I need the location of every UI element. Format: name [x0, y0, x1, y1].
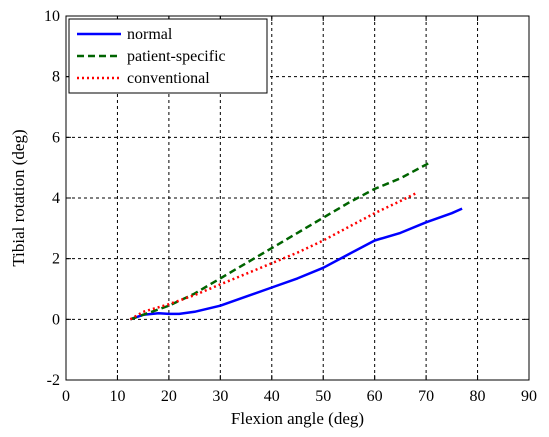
- y-tick-label: 0: [52, 311, 60, 328]
- series-line-conventional: [129, 192, 417, 321]
- legend: normal patient-specific conventional: [68, 18, 268, 94]
- grid-lines: [66, 16, 529, 380]
- x-tick-label: 10: [109, 388, 125, 405]
- x-tick-label: 0: [62, 388, 70, 405]
- x-tick-label: 30: [212, 388, 228, 405]
- legend-label-conventional: conventional: [127, 70, 210, 87]
- y-axis-label: Tibial rotation (deg): [9, 129, 28, 266]
- y-tick-label: -2: [47, 372, 60, 389]
- x-tick-label: 20: [161, 388, 177, 405]
- y-tick-label: 6: [52, 129, 60, 146]
- legend-label-normal: normal: [127, 26, 173, 43]
- x-tick-label: 90: [521, 388, 537, 405]
- plot-series: [129, 160, 463, 321]
- x-tick-label: 60: [367, 388, 383, 405]
- x-tick-label: 50: [315, 388, 331, 405]
- y-tick-label: 2: [52, 251, 60, 268]
- y-tick-label: 8: [52, 69, 60, 86]
- x-tick-label: 80: [470, 388, 486, 405]
- x-axis-label: Flexion angle (deg): [231, 409, 364, 428]
- series-line-normal: [129, 207, 463, 321]
- y-tick-label: 10: [44, 8, 60, 25]
- legend-label-patient-specific: patient-specific: [127, 48, 226, 65]
- y-tick-label: 4: [52, 190, 60, 207]
- series-line-patient-specific: [129, 160, 432, 321]
- x-tick-label: 70: [418, 388, 434, 405]
- x-tick-label: 40: [264, 388, 280, 405]
